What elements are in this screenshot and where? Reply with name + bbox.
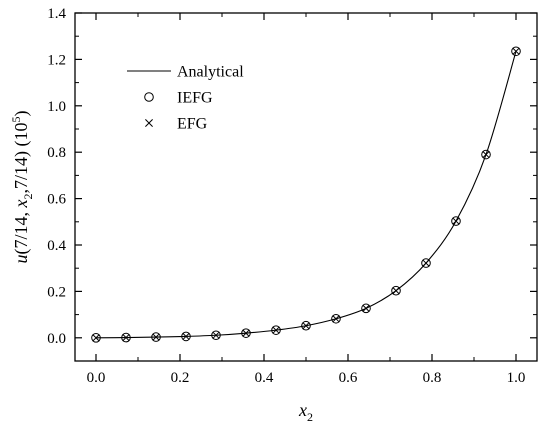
marker-efg [362,304,370,312]
marker-iefg [151,332,161,342]
marker-efg [512,47,520,55]
y-tick-label: 1.0 [47,99,66,115]
x-tick-label: 0.2 [171,370,190,386]
marker-efg-stroke [272,326,280,334]
marker-efg [452,217,460,225]
marker-efg [122,333,130,342]
plot-frame [74,12,538,362]
marker-iefg [91,333,101,343]
legend-swatch-efg [145,119,153,127]
marker-efg-stroke [452,217,460,225]
x-tick-label: 0.0 [87,370,106,386]
marker-efg-stroke [362,304,370,312]
marker-efg-stroke [512,47,520,55]
legend-swatch-iefg [144,92,154,102]
marker-efg [212,331,220,339]
x-axis-label: x2 [298,400,313,424]
legend-label: IEFG [177,90,213,107]
marker-iefg [361,303,371,314]
marker-efg-stroke [482,150,490,159]
marker-iefg [301,320,311,331]
marker-iefg [241,328,251,338]
marker-efg-stroke [332,315,340,323]
y-tick-label: 1.4 [47,6,66,22]
marker-iefg [331,313,341,324]
marker-efg [182,332,190,341]
y-tick-label: 0.0 [47,331,66,347]
y-axis-label: u(7/14, x2,7/14) (105) [9,111,35,264]
marker-iefg [421,258,431,268]
series-line-analytical [95,51,517,339]
marker-efg [422,259,430,267]
marker-efg-stroke [122,333,130,342]
y-tick-label: 1.2 [47,52,66,68]
legend: Analytical IEFG EFG [127,64,244,133]
analytical-curve-layer [95,51,517,339]
marker-efg-stroke [92,334,100,342]
marker-efg-stroke [152,333,160,341]
marker-layer [91,46,521,343]
legend-label: Analytical [177,64,244,81]
x-tick-label: 0.4 [255,370,274,386]
marker-efg-stroke [212,331,220,339]
marker-iefg [271,325,281,335]
marker-efg-stroke [422,259,430,267]
marker-efg [242,329,250,337]
x-tick-label: 0.8 [423,370,442,386]
marker-efg [152,333,160,341]
marker-efg [482,150,490,159]
y-tick-label: 0.6 [47,192,66,208]
marker-iefg [511,46,521,57]
y-tick-label: 0.2 [47,284,66,300]
marker-efg [92,334,100,342]
marker-efg [272,326,280,334]
legend-label: EFG [177,116,208,133]
marker-efg-stroke [302,322,310,330]
marker-iefg [481,149,491,160]
marker-efg-stroke [242,329,250,337]
marker-iefg [391,285,401,296]
marker-iefg [181,331,191,342]
axis-ticks [75,12,537,361]
marker-efg [332,315,340,323]
x-tick-label: 0.6 [339,370,358,386]
marker-iefg [451,216,461,226]
x-tick-label: 1.0 [507,370,526,386]
marker-efg-stroke [182,332,190,341]
marker-efg [392,287,400,295]
marker-iefg [121,332,131,343]
y-tick-label: 0.8 [47,145,66,161]
marker-iefg [211,330,221,341]
marker-efg [302,322,310,330]
marker-efg-stroke [392,287,400,295]
y-tick-label: 0.4 [47,238,66,254]
axis-tick-labels: 0.0 0.2 0.4 0.6 0.8 1.0 0.0 0.2 0.4 0.6 0.8 1.0 1.2 1… [47,6,525,386]
